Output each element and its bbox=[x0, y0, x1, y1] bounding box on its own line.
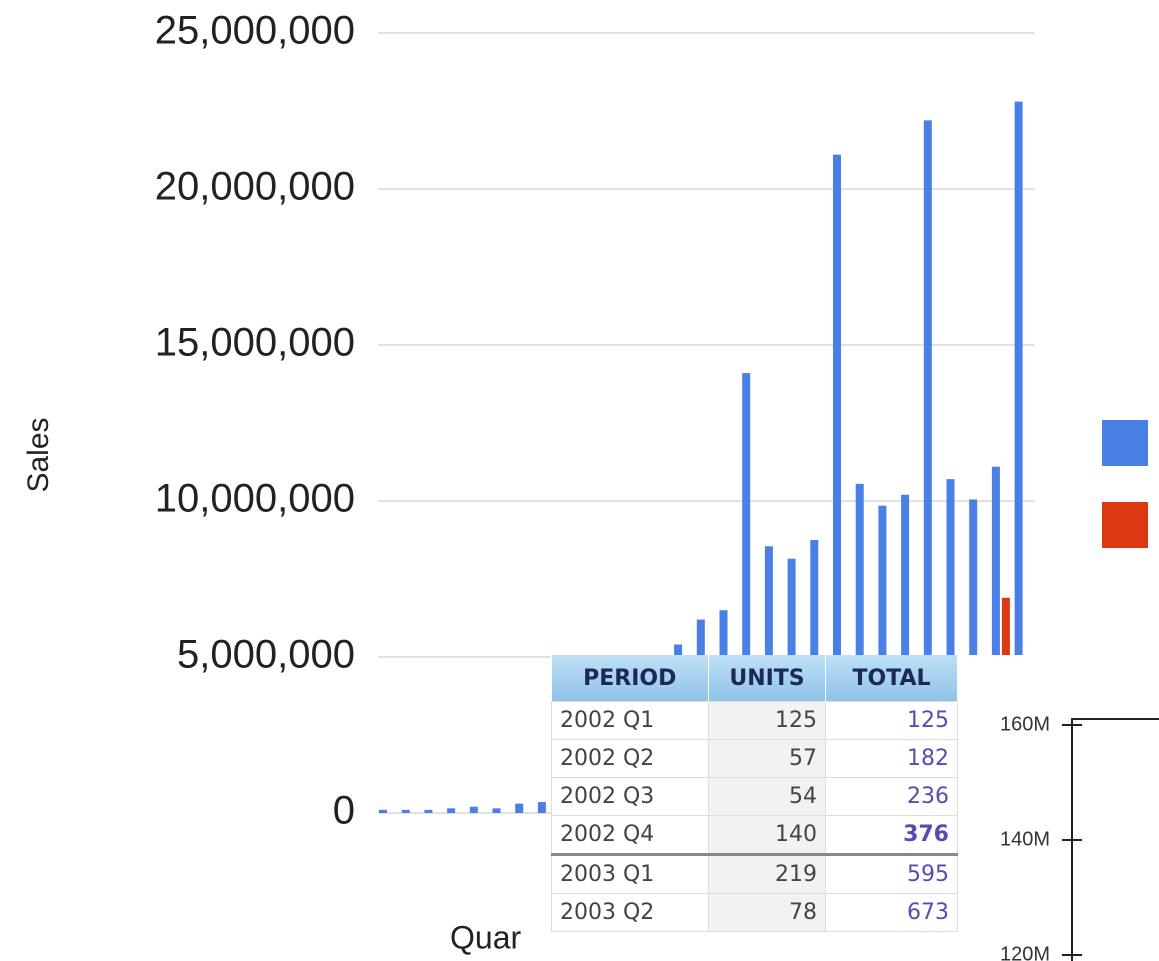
y-axis-label: Sales bbox=[22, 417, 55, 492]
header-cell: PERIOD bbox=[551, 655, 709, 702]
table-cell: 2002 Q2 bbox=[551, 739, 709, 778]
bar bbox=[923, 120, 932, 814]
header-cell: TOTAL bbox=[825, 655, 958, 702]
bar bbox=[515, 803, 524, 813]
table-cell: 2002 Q3 bbox=[551, 777, 709, 816]
table-cell: 2002 Q1 bbox=[551, 701, 709, 740]
y-tick-label: 160M bbox=[1000, 713, 1050, 735]
table-cell: 2003 Q2 bbox=[551, 893, 709, 932]
table-cell: 219 bbox=[708, 853, 826, 894]
bar bbox=[855, 483, 864, 813]
y-tick-label: 10,000,000 bbox=[155, 477, 355, 521]
table-cell: 376 bbox=[825, 815, 958, 855]
table-cell: 673 bbox=[825, 893, 958, 932]
bar bbox=[379, 809, 387, 813]
table-cell: 182 bbox=[825, 739, 958, 778]
legend-swatch bbox=[1102, 502, 1148, 548]
bar bbox=[1014, 101, 1023, 813]
bar bbox=[991, 466, 1000, 813]
table-row: 2003 Q2 78 673 bbox=[551, 893, 958, 932]
legend-swatch bbox=[1102, 420, 1148, 466]
x-axis-label: Quar bbox=[450, 919, 521, 955]
table-cell: 2002 Q4 bbox=[551, 815, 709, 855]
second-chart: 160M 140M 120M bbox=[958, 655, 1159, 961]
bar bbox=[946, 479, 955, 813]
y-tick-label: 140M bbox=[1000, 828, 1050, 850]
bar bbox=[901, 494, 910, 813]
y-tick-label: 20,000,000 bbox=[155, 165, 355, 209]
table-row: 2002 Q4 140 376 bbox=[551, 815, 958, 855]
table-cell: 125 bbox=[825, 701, 958, 740]
bar bbox=[833, 154, 841, 813]
bar bbox=[447, 808, 456, 813]
bar bbox=[742, 373, 751, 813]
table-cell: 236 bbox=[825, 777, 958, 816]
table-cell: 54 bbox=[708, 777, 826, 816]
table-cell: 2003 Q1 bbox=[551, 853, 709, 894]
table-cell: 125 bbox=[708, 701, 826, 740]
table-row: 2002 Q1 125 125 bbox=[551, 701, 958, 740]
table-cell: 78 bbox=[708, 893, 826, 932]
panel bbox=[958, 655, 1159, 961]
bar bbox=[424, 809, 433, 813]
bar bbox=[401, 809, 410, 813]
table-row: 2003 Q1 219 595 bbox=[551, 853, 958, 894]
bar bbox=[469, 806, 478, 813]
y-tick-label: 5,000,000 bbox=[177, 633, 355, 677]
y-tick-label: 25,000,000 bbox=[155, 9, 355, 53]
table-row: 2002 Q3 54 236 bbox=[551, 777, 958, 816]
bar bbox=[537, 802, 546, 813]
table-row: 2002 Q2 57 182 bbox=[551, 739, 958, 778]
header-cell: UNITS bbox=[708, 655, 826, 702]
table-cell: 140 bbox=[708, 815, 826, 855]
y-tick-label: 120M bbox=[1000, 943, 1050, 961]
table-cell: 57 bbox=[708, 739, 826, 778]
data-table: PERIOD UNITS TOTAL 2002 Q1 125 125 2002 Q2 57 1… bbox=[551, 655, 958, 932]
y-tick-label: 15,000,000 bbox=[155, 321, 355, 365]
bar bbox=[492, 808, 501, 813]
y-tick-label: 0 bbox=[333, 789, 355, 833]
table-cell: 595 bbox=[825, 853, 958, 894]
